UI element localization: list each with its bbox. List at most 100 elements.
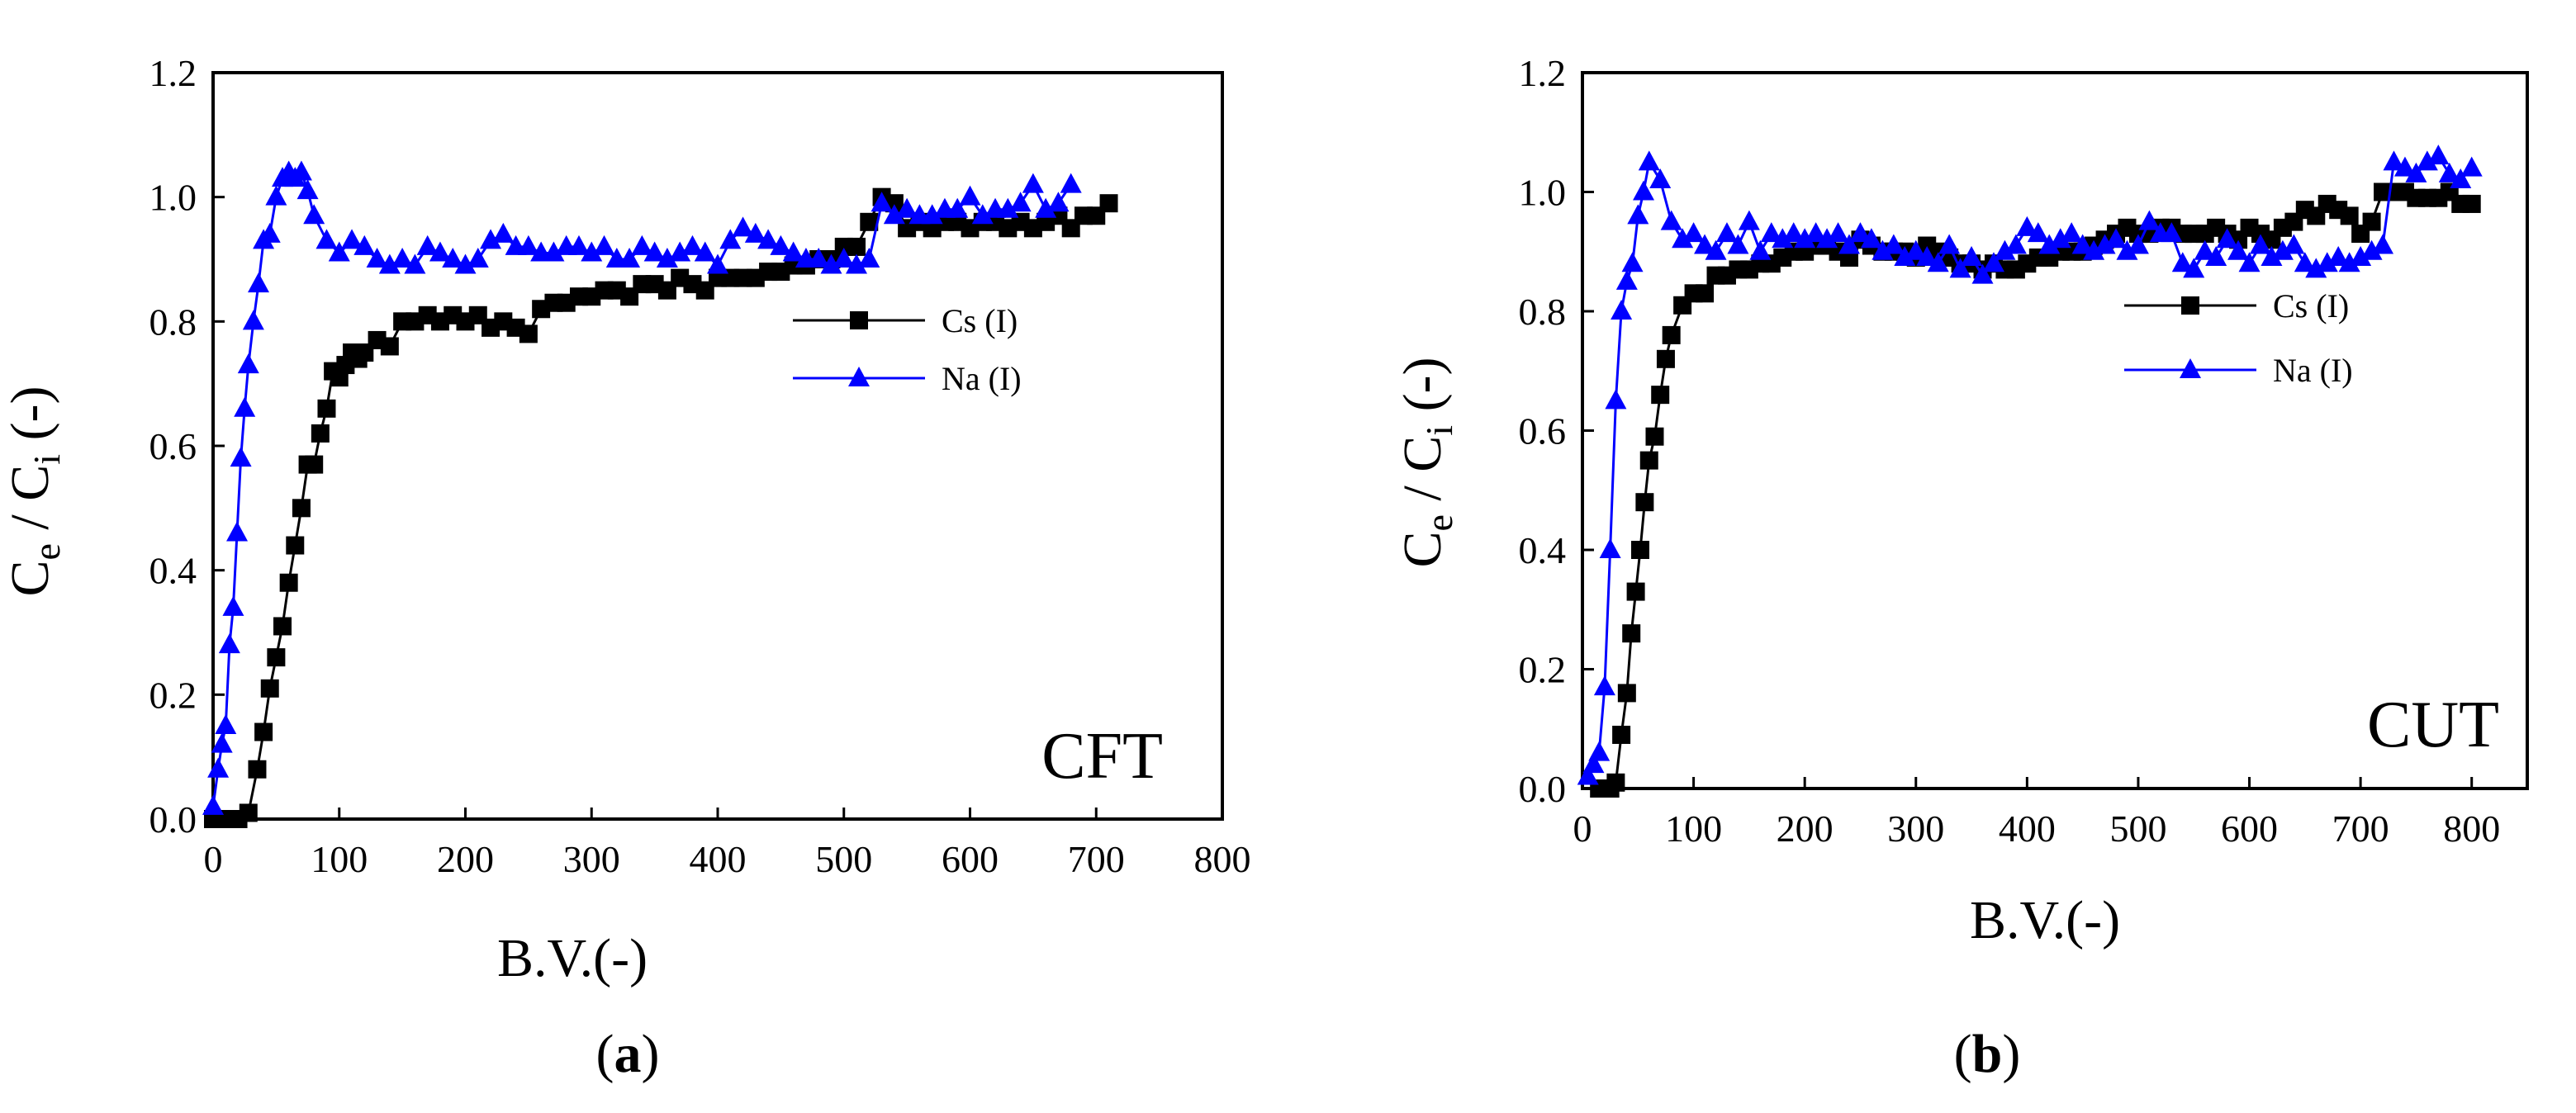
panel-b-na-point-53 (2105, 228, 2128, 249)
panel-a-cs-point-6 (260, 679, 279, 698)
panel-b-x-title: B.V.(-) (1970, 890, 2120, 950)
panel-b-na-point-59 (2171, 252, 2194, 272)
panel-a-na-point-24 (353, 234, 376, 255)
panel-b-na-point-17 (1705, 239, 1727, 260)
panel-b-cs-point-11 (1645, 427, 1664, 446)
panel-b-na-point-61 (2194, 239, 2216, 260)
panel-b-na-point-74 (2338, 252, 2360, 272)
panel-b-cs-point-13 (1656, 349, 1675, 368)
panel-a-na-point-33 (467, 248, 489, 268)
panel-a-na-point-66 (883, 204, 905, 225)
panel-b-na-point-28 (1827, 222, 1849, 243)
panel-a-na-point-45 (619, 248, 641, 268)
panel-a-na-point-3 (215, 714, 237, 734)
panel-a-cs-point-4 (248, 760, 267, 779)
panel-a-cs-point-13 (305, 455, 324, 474)
chart-panel-b: Ce / Ci (-) B.V.(-) CUT (b) 0 100 200 300 40… (1392, 52, 2529, 1084)
panel-b-na-point-22 (1760, 222, 1782, 243)
panel-b-na-point-37 (1927, 252, 1949, 272)
panel-b-na-point-16 (1694, 234, 1716, 254)
panel-a-y-tick-label: 1.2 (149, 52, 197, 94)
panel-b-x-tick-label: 700 (2332, 808, 2389, 850)
panel-a-y-title: Ce / Ci (-) (0, 386, 68, 596)
panel-b-na-point-79 (2393, 156, 2416, 177)
panel-b-plot-frame (1581, 71, 2529, 790)
panel-b-na-legend-point-legend (2180, 358, 2201, 378)
panel-a-cs-point-11 (292, 499, 311, 518)
panel-a-na-point-19 (297, 179, 319, 200)
panel-b-cs-point-9 (1635, 493, 1654, 512)
panel-b-na-point-47 (2038, 234, 2061, 254)
panel-b-na-point-6 (1611, 300, 1633, 320)
panel-b-y-tick-label: 0.8 (1519, 291, 1567, 333)
panel-b-na-point-18 (1715, 222, 1738, 243)
panel-a-na-point-9 (237, 353, 259, 374)
panel-a-series-na (202, 160, 1082, 815)
panel-b-na-point-7 (1615, 269, 1638, 290)
panel-a-cs-point-8 (273, 617, 292, 636)
panel-a-cs-point-9 (279, 573, 298, 592)
panel-b-na-point-63 (2216, 228, 2238, 249)
panel-a-cs-point-3 (239, 803, 258, 822)
panel-a-x-tick-label: 300 (563, 838, 620, 880)
panel-b-cs-point-75 (2340, 206, 2359, 225)
panel-b-x-tick-label: 200 (1777, 808, 1834, 850)
panel-b-na-point-38 (1938, 234, 1961, 254)
panel-b-cs-point-4 (1612, 725, 1631, 744)
panel-a-cs-legend-point-legend (850, 311, 868, 329)
panel-b-na-point-10 (1633, 180, 1655, 201)
panel-b-na-point-77 (2372, 234, 2394, 254)
panel-a-na-point-64 (858, 248, 880, 268)
panel-b-na-point-66 (2249, 234, 2271, 254)
panel-a-legend: Cs (I) Na (I) (793, 302, 1022, 397)
panel-a-x-tick-label: 700 (1068, 838, 1125, 880)
panel-b-na-point-84 (2450, 168, 2472, 189)
panel-b-x-tick-label: 300 (1887, 808, 1944, 850)
panel-b-na-point-14 (1672, 228, 1694, 249)
panel-a-y-tick-label: 0.8 (149, 301, 197, 343)
panel-b-na-point-29 (1838, 234, 1861, 254)
panel-a-y-tick-label: 0.0 (149, 798, 197, 841)
panel-a-na-point-77 (1022, 173, 1044, 193)
panel-a-na-line (211, 169, 1072, 808)
svg-text:Ce / Ci (-): Ce / Ci (-) (1392, 357, 1460, 567)
panel-b-na-point-26 (1805, 222, 1827, 243)
panel-a-annotation: CFT (1041, 720, 1163, 793)
panel-b-na-point-9 (1627, 204, 1649, 225)
panel-a-na-point-20 (303, 204, 325, 225)
panel-b-na-point-45 (2016, 215, 2038, 236)
panel-a-y-tick-label: 0.6 (149, 425, 197, 467)
panel-b-cs-point-12 (1651, 386, 1670, 405)
panel-b-na-point-67 (2261, 245, 2283, 266)
chart-panel-a: Ce / Ci (-) B.V.(-) CFT (a) 0 100 200 300 40… (0, 52, 1251, 1084)
panel-a-na-point-0 (202, 794, 224, 815)
panel-b-legend-cs-label: Cs (I) (2273, 287, 2349, 324)
panel-a-x-tick-label: 800 (1194, 838, 1251, 880)
svg-text:Ce / Ci (-): Ce / Ci (-) (0, 386, 68, 596)
panel-a-na-point-7 (230, 447, 252, 467)
panel-a-na-point-10 (242, 310, 264, 330)
panel-b-cs-point-8 (1630, 541, 1649, 559)
panel-b-na-point-80 (2405, 162, 2427, 182)
panel-b-cs-point-10 (1639, 451, 1658, 470)
panel-a-na-point-73 (971, 204, 994, 225)
panel-b-x-tick-label: 400 (1999, 808, 2056, 850)
panel-a-y-tick-label: 1.0 (149, 177, 197, 219)
panel-b-na-point-48 (2049, 228, 2071, 249)
panel-b-na-point-49 (2061, 222, 2083, 243)
panel-a-na-point-26 (378, 253, 401, 274)
panel-b-na-point-23 (1772, 228, 1794, 249)
panel-b-na-point-13 (1660, 210, 1682, 230)
panel-b-na-point-32 (1872, 239, 1894, 260)
panel-a-na-point-50 (681, 234, 704, 255)
panel-a-cs-point-5 (254, 722, 273, 741)
panel-a-na-point-18 (290, 160, 312, 181)
panel-b-na-point-56 (2138, 210, 2161, 230)
panel-b-na-point-41 (1971, 263, 1994, 284)
panel-b-na-point-62 (2205, 245, 2227, 266)
panel-a-cs-point-61 (860, 212, 879, 231)
panel-b-na-point-44 (2004, 234, 2027, 254)
panel-a-x-title: B.V.(-) (497, 928, 648, 988)
panel-a-na-point-11 (247, 272, 269, 293)
